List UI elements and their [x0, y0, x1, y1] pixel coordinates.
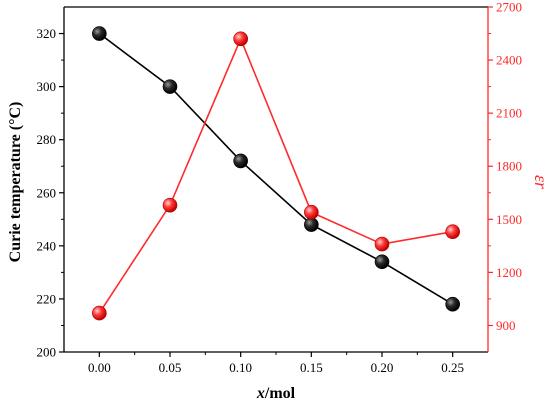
y-tick-label-right: 900 — [496, 318, 516, 333]
permittivity-point — [374, 236, 390, 252]
axes-layer: 0.00 0.05 0.10 0.15 0.20 0.25 200 220 240 260 280 3… — [37, 0, 523, 375]
y-tick-label-left: 280 — [37, 132, 57, 147]
permittivity-point — [233, 31, 248, 47]
curie-temperature-point — [162, 79, 178, 94]
curie-temperature-point — [445, 296, 460, 312]
y-tick-label-left: 200 — [37, 345, 57, 360]
x-tick-label: 0.25 — [441, 360, 464, 375]
series-markers — [92, 26, 460, 321]
curie-temperature-point — [374, 254, 390, 270]
x-axis-title: x/mol — [256, 385, 296, 402]
x-tick-label: 0.00 — [88, 360, 111, 375]
curie-temperature-line — [98, 32, 454, 305]
axis-labels: Curie temperature (°C) x/mol εr — [7, 102, 550, 402]
y-tick-label-left: 260 — [37, 185, 57, 200]
permittivity-point — [445, 224, 460, 239]
x-tick-label: 0.05 — [159, 360, 182, 375]
y-tick-label-left: 220 — [37, 291, 57, 306]
curie-temperature-point — [233, 153, 248, 169]
y-tick-label-right: 2400 — [496, 53, 522, 68]
x-axis-title-variable: x — [256, 385, 265, 402]
y-axis-title-left: Curie temperature (°C) — [7, 102, 24, 263]
permittivity-point — [92, 305, 107, 321]
x-tick-label: 0.10 — [229, 360, 252, 375]
series-lines — [98, 32, 454, 314]
y-tick-label-right: 2100 — [496, 106, 522, 121]
permittivity-point — [304, 204, 319, 220]
y-tick-label-right: 1200 — [496, 265, 522, 280]
y-tick-label-right: 1800 — [496, 159, 522, 174]
y-tick-label-left: 240 — [37, 238, 57, 253]
y-tick-label-right: 2700 — [496, 0, 522, 15]
y-tick-label-left: 320 — [37, 26, 57, 41]
y-tick-label-right: 1500 — [496, 212, 522, 227]
y-axis-title-right: εr — [531, 175, 550, 190]
curie-temperature-point — [304, 217, 319, 232]
x-tick-label: 0.20 — [371, 360, 394, 375]
permittivity-line — [98, 36, 453, 314]
x-tick-label: 0.15 — [300, 360, 323, 375]
y-tick-label-left: 300 — [37, 79, 57, 94]
permittivity-point — [162, 197, 178, 213]
x-axis-title-unit: /mol — [264, 385, 296, 402]
curie-temperature-point — [92, 26, 107, 41]
